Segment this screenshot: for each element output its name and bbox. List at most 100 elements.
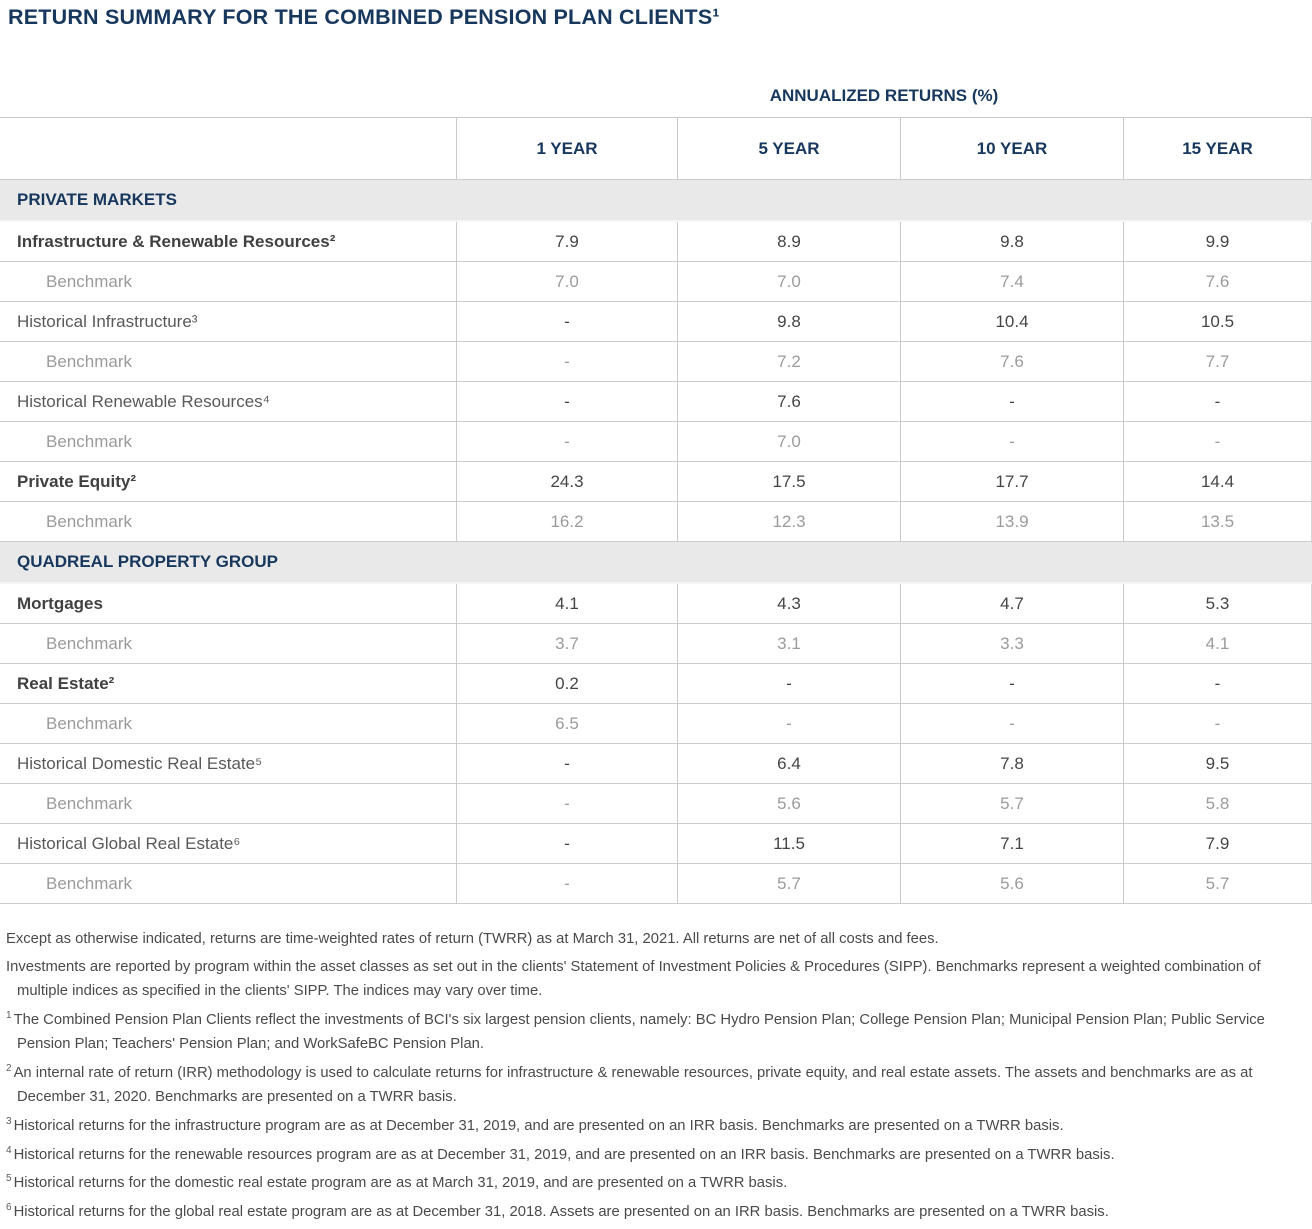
table-row: Historical Infrastructure³ -9.8 10.4 10.5 [0,302,1312,342]
table-row: Benchmark 16.2 12.3 13.9 13.5 [0,502,1312,542]
value-cell: - [456,422,677,461]
value-cell: 7.8 [900,744,1123,783]
value-cell: 7.1 [900,824,1123,863]
row-label: Private Equity² [17,471,137,491]
table-row: Benchmark -5.7 5.6 5.7 [0,864,1312,904]
row-label: Benchmark [46,873,132,893]
table-row: Historical Renewable Resources⁴ -7.6- - [0,382,1312,422]
row-label: Benchmark [46,351,132,371]
value-cell: - [1123,382,1312,421]
value-cell: 9.8 [677,302,900,341]
row-label: Real Estate² [17,673,115,693]
value-cell: 10.4 [900,302,1123,341]
value-cell: - [677,704,900,743]
value-cell: 4.1 [456,584,677,623]
section-label: QUADREAL PROPERTY GROUP [17,552,279,571]
value-cell: 9.9 [1123,222,1312,261]
value-cell: 5.7 [677,864,900,903]
row-label: Benchmark [46,511,132,531]
table-row: Historical Domestic Real Estate⁵ -6.4 7.8 9… [0,744,1312,784]
table-row: Benchmark -7.0- - [0,422,1312,462]
returns-table-body: PRIVATE MARKETS Infrastructure & Renewabl… [0,180,1312,904]
value-cell: 17.7 [900,462,1123,501]
value-cell: 5.6 [677,784,900,823]
value-cell: 8.9 [677,222,900,261]
value-cell: - [456,342,677,381]
value-cell: - [456,824,677,863]
row-label: Benchmark [46,431,132,451]
footnote-item: 4 Historical returns for the renewable re… [6,1143,1306,1168]
value-cell: 16.2 [456,502,677,541]
row-label: Benchmark [46,713,132,733]
footnote-text: Historical returns for the global real e… [13,1204,1109,1221]
footnote-number: 3 [6,1115,12,1127]
footnote-item: 5 Historical returns for the domestic rea… [6,1171,1306,1196]
footnote-text: Historical returns for the domestic real… [13,1175,788,1192]
value-cell: - [456,302,677,341]
value-cell: 12.3 [677,502,900,541]
value-cell: 0.2 [456,664,677,703]
table-row: Benchmark 3.7 3.1 3.3 4.1 [0,624,1312,664]
value-cell: - [1123,704,1312,743]
value-cell: - [900,664,1123,703]
row-label: Historical Domestic Real Estate⁵ [17,753,263,773]
value-cell: - [456,864,677,903]
value-cell: - [456,784,677,823]
row-label: Historical Global Real Estate⁶ [17,833,241,853]
value-cell: - [1123,422,1312,461]
footnote-item: 3 Historical returns for the infrastructu… [6,1114,1306,1139]
section-row: PRIVATE MARKETS [0,180,1312,222]
value-cell: 3.1 [677,624,900,663]
column-header-1-year: 1 YEAR [456,118,677,179]
footnote-text: The Combined Pension Plan Clients reflec… [13,1011,1265,1052]
value-cell: - [677,664,900,703]
value-cell: 9.8 [900,222,1123,261]
value-cell: 7.0 [456,262,677,301]
footnote-item: 2 An internal rate of return (IRR) method… [6,1061,1306,1110]
footnote-number: 1 [6,1009,12,1021]
table-row: Benchmark -7.2 7.6 7.7 [0,342,1312,382]
table-row: Benchmark 6.5- - - [0,704,1312,744]
value-cell: - [900,382,1123,421]
footnote-number: 2 [6,1062,12,1074]
value-cell: 5.7 [900,784,1123,823]
value-cell: 7.6 [1123,262,1312,301]
value-cell: 7.0 [677,262,900,301]
column-header-10-year: 10 YEAR [900,118,1123,179]
value-cell: 11.5 [677,824,900,863]
value-cell: 7.0 [677,422,900,461]
value-cell: 5.3 [1123,584,1312,623]
value-cell: 6.4 [677,744,900,783]
row-label: Historical Infrastructure³ [17,311,198,331]
table-row: Benchmark 7.0 7.0 7.4 7.6 [0,262,1312,302]
footnotes: Except as otherwise indicated, returns a… [6,928,1306,1225]
section-label: PRIVATE MARKETS [17,190,177,209]
row-label: Benchmark [46,271,132,291]
value-cell: 5.8 [1123,784,1312,823]
value-cell: 7.9 [1123,824,1312,863]
value-cell: 6.5 [456,704,677,743]
footnote-number: 6 [6,1202,12,1214]
section-row: QUADREAL PROPERTY GROUP [0,542,1312,584]
value-cell: 4.3 [677,584,900,623]
footnote-item: Except as otherwise indicated, returns a… [6,928,1306,952]
row-label: Benchmark [46,793,132,813]
value-cell: 9.5 [1123,744,1312,783]
value-cell: 7.7 [1123,342,1312,381]
value-cell: 7.9 [456,222,677,261]
report-page: RETURN SUMMARY FOR THE COMBINED PENSION … [0,5,1312,1225]
footnote-number: 4 [6,1144,12,1156]
table-row: Infrastructure & Renewable Resources² 7.9… [0,222,1312,262]
value-cell: - [1123,664,1312,703]
value-cell: 14.4 [1123,462,1312,501]
footnote-text: Investments are reported by program with… [6,958,1261,999]
value-cell: 17.5 [677,462,900,501]
footnote-item: 1 The Combined Pension Plan Clients refle… [6,1008,1306,1057]
table-row: Historical Global Real Estate⁶ -11.5 7.1 7.… [0,824,1312,864]
table-row: Private Equity² 24.3 17.5 17.7 14.4 [0,462,1312,502]
row-label: Historical Renewable Resources⁴ [17,391,270,411]
row-label: Infrastructure & Renewable Resources² [17,231,336,251]
table-row: Benchmark -5.6 5.7 5.8 [0,784,1312,824]
footnote-text: Except as otherwise indicated, returns a… [6,931,939,947]
table-row: Real Estate² 0.2- - - [0,664,1312,704]
